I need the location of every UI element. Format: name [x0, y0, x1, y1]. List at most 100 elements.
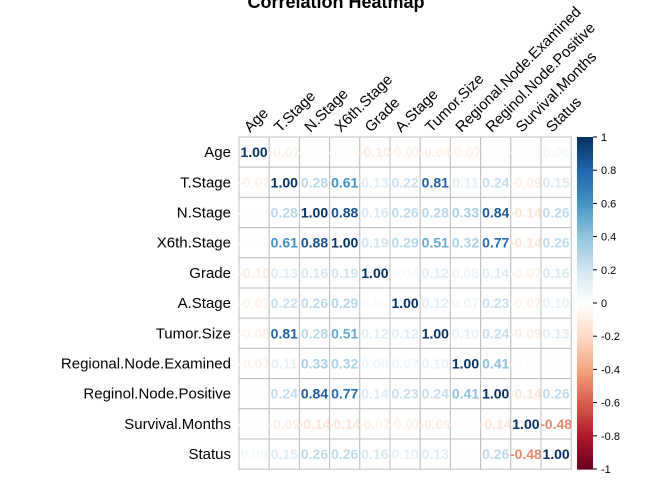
heatmap-cell [389, 166, 421, 198]
cell-value-label: -0.07 [359, 416, 391, 432]
heatmap-cell [389, 287, 421, 319]
cell-value-label: -0.48 [510, 446, 542, 462]
colorbar-segment [577, 220, 593, 224]
colorbar-segment [577, 419, 593, 424]
cell-value-label: 0.24 [271, 386, 298, 402]
colorbar-segment [577, 386, 593, 390]
colorbar-segment [577, 432, 593, 437]
colorbar-segment [577, 193, 593, 198]
heatmap-cell [540, 136, 572, 168]
heatmap-cell [298, 408, 331, 440]
cell-value-label: 0.23 [482, 295, 509, 311]
colorbar-tick-label: 1 [601, 132, 607, 144]
row-label: Reginol.Node.Positive [83, 386, 231, 403]
cell-value-label: 1.00 [482, 386, 509, 402]
colorbar-segment [577, 402, 593, 407]
heatmap-cell [359, 257, 391, 289]
cell-value-label: 0.16 [361, 446, 388, 462]
cell-value-label: 0.11 [271, 356, 298, 372]
colorbar-segment [577, 369, 593, 374]
colorbar-segment [577, 332, 593, 337]
cell-value-label: 0.01 [482, 144, 509, 160]
row-label: Grade [189, 265, 231, 282]
cell-value-label: 0.29 [331, 295, 358, 311]
colorbar-segment [577, 216, 593, 221]
colorbar-tick-label: -1 [601, 464, 611, 476]
heatmap-cell [298, 166, 331, 198]
cell-value-label: 0.41 [482, 356, 509, 372]
heatmap-cell [540, 408, 572, 440]
colorbar-segment [577, 362, 593, 367]
colorbar-segment [577, 322, 593, 327]
cell-value-label: 0.16 [361, 205, 388, 221]
heatmap-cell [449, 378, 482, 410]
cell-value-label: 1.00 [301, 205, 328, 221]
cell-value-label: -0.14 [329, 416, 361, 432]
heatmap-cell [238, 196, 270, 229]
cell-value-label: -0.14 [510, 205, 542, 221]
colorbar-tick-label: 0.6 [601, 198, 616, 210]
colorbar-segment [577, 349, 593, 354]
colorbar-segment [577, 392, 593, 397]
colorbar-segment [577, 452, 593, 457]
cell-value-label: -0.48 [540, 416, 572, 432]
heatmap-cell [298, 257, 331, 289]
colorbar-tick-label: 0.2 [601, 265, 616, 277]
colorbar-segment [577, 316, 593, 321]
cell-value-label: 0.04 [361, 295, 388, 311]
heatmap-cell [329, 257, 361, 289]
heatmap-cell [449, 347, 482, 380]
heatmap-cell [359, 347, 391, 380]
colorbar-segment [577, 356, 593, 361]
cell-value-label: 0.01 [452, 446, 479, 462]
colorbar-segment [577, 372, 593, 377]
cell-value-label: 0.26 [331, 446, 358, 462]
cell-value-label: 0.11 [452, 174, 479, 190]
cell-value-label: -0.07 [268, 144, 300, 160]
row-label: N.Stage [177, 205, 231, 222]
colorbar-segment [577, 170, 593, 175]
heatmap-cell [268, 317, 300, 349]
heatmap-cell [540, 438, 572, 470]
colorbar-segment [577, 412, 593, 417]
cell-value-label: -0.07 [510, 295, 542, 311]
colorbar-tick-label: 0 [601, 298, 607, 310]
cell-value-label: -0.01 [238, 205, 270, 221]
cell-value-label: 0.28 [301, 325, 328, 341]
heatmap-cell [359, 438, 391, 470]
heatmap-cell [540, 317, 572, 349]
cell-value-label: 0.13 [422, 446, 449, 462]
colorbar-segment [577, 405, 593, 410]
colorbar-segment [577, 253, 593, 258]
heatmap-cell [268, 257, 300, 289]
colorbar-segment [577, 309, 593, 314]
colorbar-segment [577, 213, 593, 218]
cell-value-label: 0.33 [301, 356, 328, 372]
colorbar-tick-label: 0.8 [601, 165, 616, 177]
heatmap-cell [419, 257, 451, 289]
row-label: Tumor.Size [156, 325, 231, 342]
colorbar-segment [577, 153, 593, 158]
heatmap-cell [329, 227, 361, 259]
colorbar-segment [577, 226, 593, 231]
colorbar-segment [577, 163, 593, 168]
colorbar-segment [577, 459, 593, 463]
cell-value-label: 0.32 [452, 235, 479, 251]
colorbar-segment [577, 279, 593, 284]
heatmap-cell [540, 378, 572, 410]
heatmap-cell [419, 378, 451, 410]
colorbar-segment [577, 442, 593, 447]
colorbar-segment [577, 176, 593, 181]
colorbar-segment [577, 346, 593, 351]
cell-value-label: 0.51 [331, 325, 358, 341]
cell-value-label: -0.08 [238, 325, 270, 341]
colorbar-tick-label: -0.4 [601, 364, 620, 376]
heatmap-cell [449, 438, 482, 470]
cell-value-label: 1.00 [512, 416, 539, 432]
colorbar-segment [577, 376, 593, 380]
colorbar-segment [577, 339, 593, 344]
cell-value-label: -0.07 [389, 144, 421, 160]
cell-value-label: 0.12 [422, 265, 449, 281]
heatmap-cell [238, 347, 270, 380]
colorbar-segment [577, 180, 593, 185]
